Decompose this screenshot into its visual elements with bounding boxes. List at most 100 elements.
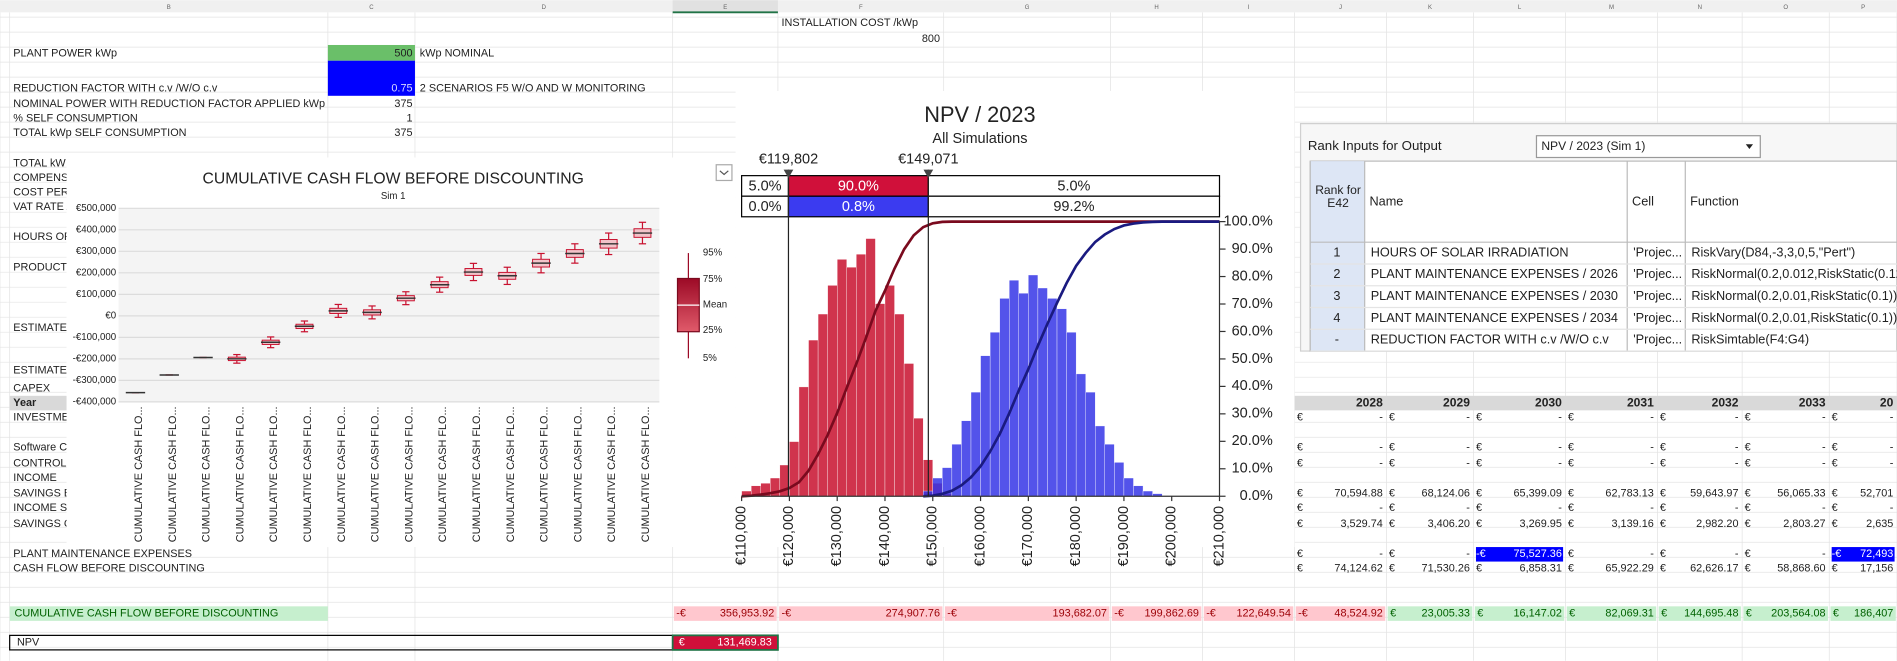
amount: 6,858.31 xyxy=(1520,563,1562,575)
row-label: CUMULATIVE CASH FLOW BEFORE DISCOUNTING xyxy=(15,607,279,619)
header-cell: Rank for E42 xyxy=(1315,184,1361,211)
amount: - xyxy=(1650,502,1654,514)
currency: € xyxy=(1661,607,1667,619)
amount: 56,065.33 xyxy=(1777,488,1825,500)
amount: 52,701 xyxy=(1860,488,1893,500)
x-tick-label: CUMULATIVE CASH FLO... xyxy=(403,406,415,542)
row-label: INCOME S xyxy=(13,502,67,514)
amount: - xyxy=(1735,411,1739,423)
output-dropdown[interactable] xyxy=(1535,135,1761,159)
amount: 17,156 xyxy=(1860,563,1893,575)
delimiter-handle[interactable] xyxy=(783,169,794,179)
y2-tick-label: 40.0% xyxy=(1232,378,1273,394)
row-label: INCOME xyxy=(13,472,57,484)
currency: -€ xyxy=(947,607,957,619)
x-tick-label: CUMULATIVE CASH FLO... xyxy=(268,406,280,542)
histogram-bar xyxy=(817,313,828,497)
histogram-bar xyxy=(894,313,905,497)
column-header: P xyxy=(1861,5,1865,11)
column-header: E xyxy=(723,5,727,11)
column-header: N xyxy=(1698,5,1702,11)
y2-tick-label: 90.0% xyxy=(1232,241,1273,257)
cell-value: 1 xyxy=(406,113,412,125)
x-tick-label: €190,000 xyxy=(1116,506,1132,566)
table-cell: 2 xyxy=(1333,267,1340,281)
currency: -€ xyxy=(1114,607,1124,619)
legend-label: 5% xyxy=(703,353,717,364)
amount: 131,469.83 xyxy=(717,637,771,649)
amount: - xyxy=(1822,548,1826,560)
amount: - xyxy=(1650,548,1654,560)
cell-value: 375 xyxy=(394,127,412,139)
amount: - xyxy=(1650,442,1654,454)
amount: - xyxy=(1822,442,1826,454)
amount: 122,649.54 xyxy=(1236,607,1290,619)
amount: 65,399.09 xyxy=(1513,488,1561,500)
table-cell: 'Projec... xyxy=(1633,245,1682,259)
currency: € xyxy=(679,637,685,649)
cell-label: TOTAL kWp SELF CONSUMPTION xyxy=(13,127,186,139)
year-header: 2030 xyxy=(1535,395,1562,409)
currency: € xyxy=(1476,563,1482,575)
amount: 3,406.20 xyxy=(1428,518,1470,530)
histogram-bar xyxy=(989,332,1000,497)
currency: -€ xyxy=(1832,548,1842,560)
npv-cell xyxy=(671,634,779,651)
histogram-bar xyxy=(1018,293,1029,497)
x-tick-label: CUMULATIVE CASH FLO... xyxy=(234,406,246,542)
amount: 144,695.48 xyxy=(1684,607,1738,619)
amount: 68,124.06 xyxy=(1422,488,1470,500)
amount: - xyxy=(1650,457,1654,469)
chart-subtitle: All Simulations xyxy=(932,131,1027,147)
histogram-bar xyxy=(999,298,1010,497)
histogram-bar xyxy=(884,285,895,497)
currency: € xyxy=(1832,488,1838,500)
currency: € xyxy=(1660,411,1666,423)
cell-label: % SELF CONSUMPTION xyxy=(13,113,137,125)
histogram-bar xyxy=(1085,391,1096,497)
histogram-bar xyxy=(1123,477,1134,497)
x-tick-label: CUMULATIVE CASH FLO... xyxy=(370,406,382,542)
currency: € xyxy=(1389,502,1395,514)
currency: € xyxy=(1389,563,1395,575)
header-cell: Name xyxy=(1370,195,1404,209)
x-tick-label: CUMULATIVE CASH FLO... xyxy=(167,406,179,542)
x-tick-label: CUMULATIVE CASH FLO... xyxy=(437,406,449,542)
table-cell: RiskNormal(0.2,0.012,RiskStatic(0.12 xyxy=(1691,267,1897,281)
x-tick-label: €210,000 xyxy=(1211,506,1227,566)
amount: - xyxy=(1822,457,1826,469)
rank-col-bg xyxy=(1310,161,1365,352)
row-label: HOURS OF xyxy=(13,231,71,243)
cumulative-cell-bg xyxy=(1743,606,1829,621)
currency: € xyxy=(1297,548,1303,560)
header-text: Rank for E42 xyxy=(1315,184,1361,211)
header-cell: Function xyxy=(1690,195,1739,209)
delimiter-label: €149,071 xyxy=(898,152,958,168)
currency: -€ xyxy=(1298,607,1308,619)
amount: - xyxy=(1735,457,1739,469)
panel-title: Rank Inputs for Output xyxy=(1308,138,1442,153)
column-header: J xyxy=(1339,5,1342,11)
currency: € xyxy=(1832,502,1838,514)
currency: € xyxy=(1745,457,1751,469)
amount: - xyxy=(1735,442,1739,454)
currency: € xyxy=(1568,502,1574,514)
x-tick-label: €140,000 xyxy=(877,506,893,566)
currency: € xyxy=(1389,442,1395,454)
table-bg xyxy=(1309,160,1897,352)
amount: - xyxy=(1379,502,1383,514)
year-header: 20 xyxy=(1880,395,1894,409)
dropdown-value: NPV / 2023 (Sim 1) xyxy=(1541,139,1645,153)
chart-menu-button[interactable] xyxy=(715,164,733,182)
y2-tick-label: 20.0% xyxy=(1232,433,1273,449)
currency: € xyxy=(1568,488,1574,500)
cell-value: 800 xyxy=(922,33,940,45)
probability-label: 0.8% xyxy=(842,199,875,215)
row-label: CASH FLOW BEFORE DISCOUNTING xyxy=(13,563,205,575)
selected-column xyxy=(672,0,778,13)
y2-tick-label: 30.0% xyxy=(1232,406,1273,422)
amount: - xyxy=(1735,548,1739,560)
amount: - xyxy=(1890,442,1894,454)
delimiter-handle[interactable] xyxy=(923,169,934,179)
